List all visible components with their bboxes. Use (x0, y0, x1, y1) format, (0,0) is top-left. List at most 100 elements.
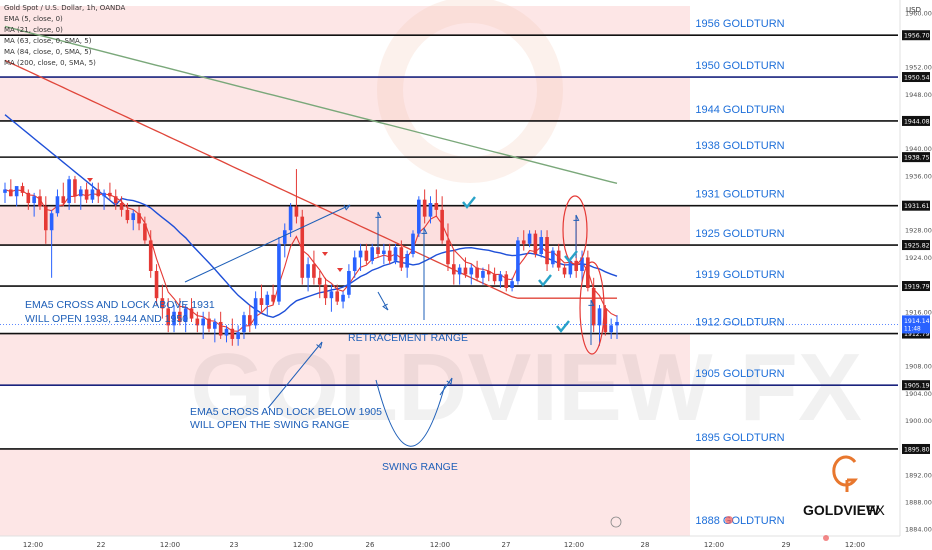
candle-body (446, 240, 450, 265)
candle (306, 257, 310, 292)
candle-body (55, 196, 60, 214)
candle (224, 325, 229, 343)
x-tick-label: 28 (641, 541, 650, 549)
candle-body (562, 267, 567, 275)
candle (113, 189, 118, 210)
candle (3, 182, 7, 204)
annotation-ema-above: WILL OPEN 1938, 1944 AND 1950 (25, 313, 188, 325)
candle-body (603, 308, 608, 333)
candle (521, 230, 526, 251)
logo-text-fx: FX (867, 502, 886, 518)
indicator-ma84[interactable]: MA (84, close, 0, SMA, 5) (4, 48, 92, 56)
candle-body (160, 298, 165, 309)
candle-body (533, 233, 538, 255)
x-tick-label: 27 (502, 541, 511, 549)
logo-text: GOLDVIEW (803, 502, 880, 518)
candle-body (67, 179, 71, 204)
candle (247, 304, 252, 333)
price-tag (902, 72, 930, 83)
indicator-ema5[interactable]: EMA (5, close, 0) (4, 15, 63, 23)
current-price-label: 1914.140 (904, 318, 932, 325)
candle (160, 284, 165, 319)
price-tag-label: 1944.084 (904, 118, 932, 125)
candle-body (352, 257, 357, 271)
candle-body (247, 315, 252, 326)
check-mark (538, 274, 552, 287)
candle (510, 277, 514, 292)
candle (382, 243, 386, 265)
candle-body (49, 213, 54, 231)
candle (61, 182, 66, 207)
candle (504, 271, 509, 292)
candle-body (172, 311, 176, 326)
lightning-icon[interactable] (610, 516, 622, 528)
candle-body (387, 250, 392, 261)
level-label: 1931 GOLDTURN (695, 189, 784, 201)
y-tick-label: 1940.000 (905, 145, 932, 153)
annotation-ema-below: EMA5 CROSS AND LOCK BELOW 1905 (190, 406, 382, 418)
signal-marker (322, 252, 328, 256)
candle (603, 304, 608, 336)
candle (358, 243, 363, 271)
swing-arrow (439, 377, 453, 396)
candle-body (213, 321, 217, 329)
candle (14, 186, 19, 207)
y-tick-label: 1948.000 (905, 91, 932, 99)
candle-body (148, 240, 153, 271)
candle (55, 189, 60, 217)
candle-body (178, 311, 182, 322)
candle (294, 169, 299, 224)
current-price-tag[interactable] (902, 315, 930, 334)
candle (148, 230, 153, 278)
indicator-ma63[interactable]: MA (63, close, 0, SMA, 5) (4, 37, 92, 45)
candle-body (609, 325, 613, 333)
candle (370, 243, 375, 265)
y-tick-label: 1900.000 (905, 417, 932, 425)
candle (399, 240, 404, 271)
candle (119, 196, 124, 217)
candle-body (469, 267, 474, 275)
symbol-title[interactable]: Gold Spot / U.S. Dollar, 1h, OANDA (4, 4, 126, 12)
candle (417, 196, 421, 238)
chart-legend: Gold Spot / U.S. Dollar, 1h, OANDA EMA (… (4, 3, 125, 69)
candle-body (312, 264, 316, 278)
x-tick-label: 12:00 (430, 541, 450, 549)
candle (498, 271, 503, 288)
indicator-ma200[interactable]: MA (200, close, 0, SMA, 5) (4, 59, 96, 67)
flag-icon (725, 516, 733, 524)
candle-body (137, 213, 141, 224)
candle-body (131, 213, 136, 221)
candle-body (498, 274, 503, 282)
candle-body (568, 260, 573, 275)
level-label: 1938 GOLDTURN (695, 140, 784, 152)
candle-body (236, 332, 240, 339)
candle (440, 196, 444, 244)
candle (49, 209, 54, 278)
candle-body (288, 206, 293, 231)
y-tick-label: 1924.000 (905, 254, 932, 262)
candle-body (253, 298, 258, 326)
arrow-up-2-head (421, 227, 428, 234)
signal-marker (87, 178, 93, 182)
candle (422, 189, 427, 224)
candle-body (492, 274, 497, 282)
signal-marker (337, 268, 343, 272)
candle (242, 311, 246, 339)
price-tag-label: 1919.790 (904, 284, 932, 291)
candle (335, 284, 340, 305)
arrow-up-circle-head (573, 214, 580, 221)
candle (96, 182, 101, 204)
annotation-retracement: RETRACEMENT RANGE (348, 332, 468, 344)
indicator-ma21[interactable]: MA (21, close, 0) (4, 26, 63, 34)
candle (352, 250, 357, 278)
y-tick-label: 1908.000 (905, 363, 932, 371)
x-tick-label: 12:00 (293, 541, 313, 549)
candle (347, 264, 351, 299)
candle-body (527, 233, 532, 244)
candle (312, 250, 316, 285)
candle (492, 267, 497, 285)
watermark-logo (377, 0, 563, 183)
